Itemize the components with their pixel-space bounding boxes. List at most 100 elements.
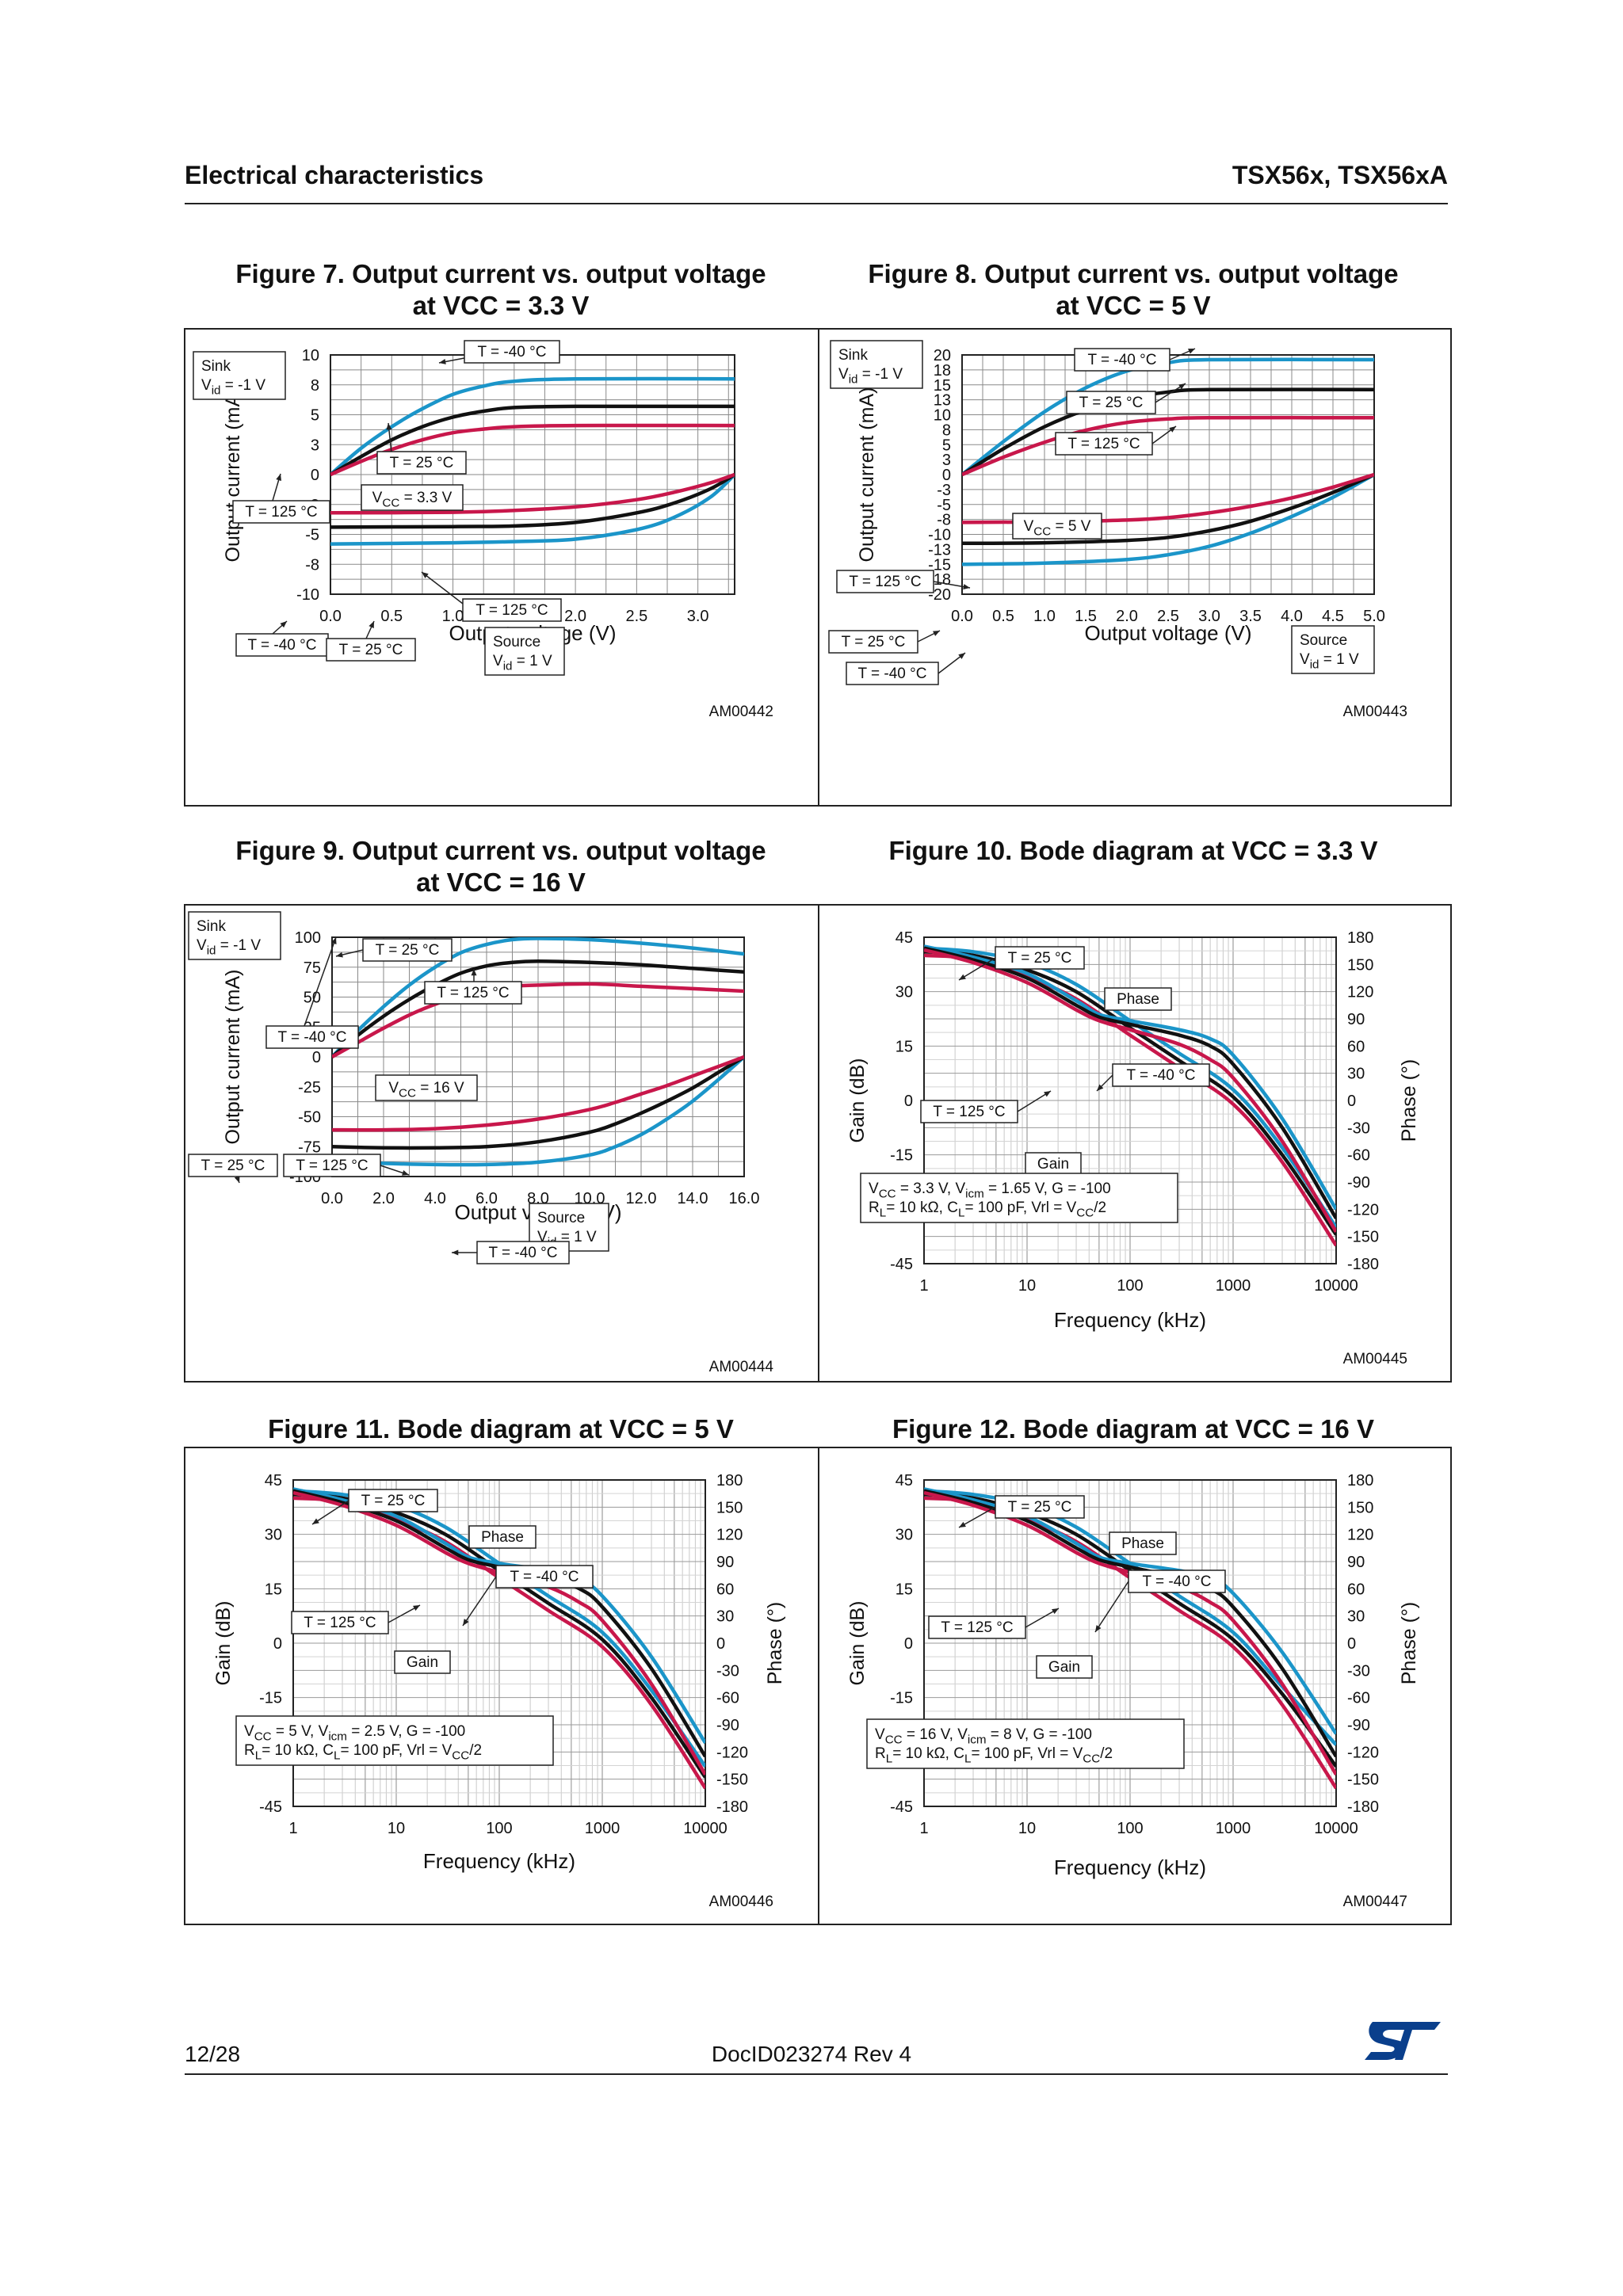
annotation-leader (304, 936, 337, 1027)
x-axis-label: Output voltage (V) (1085, 621, 1252, 645)
x-tick-label: 2.5 (625, 608, 647, 625)
figure-code: AM00444 (709, 1359, 774, 1375)
annotation-leader (311, 1500, 349, 1525)
annotation-box (1025, 1152, 1082, 1176)
y-tick-label: -5 (937, 497, 951, 514)
annotation-text: T = -40 °C (278, 1029, 347, 1046)
x-axis-label: Frequency (kHz) (423, 1849, 575, 1873)
annotation-text: VCC​ = 16 V, Vicm​ = 8 V, G = -100 (875, 1726, 1092, 1746)
y2-tick-label: -90 (1347, 1174, 1370, 1192)
x-tick-label: 1000 (1216, 1820, 1251, 1837)
y2-tick-label: -180 (716, 1798, 748, 1816)
annotation-text: T = -40 °C (510, 1569, 579, 1585)
y-tick-label: 8 (311, 377, 319, 395)
y-tick-label: 0 (904, 1635, 913, 1653)
x-tick-label: 1 (288, 1820, 297, 1837)
y-tick-label: -45 (890, 1798, 913, 1816)
y-tick-label: -10 (928, 527, 951, 544)
annotation: Phase (468, 1525, 537, 1549)
x-tick-label: 10 (1018, 1277, 1036, 1295)
arrowhead-icon (1095, 1625, 1102, 1632)
annotation-text: Sink (197, 918, 226, 935)
x-tick-label: 6.0 (475, 1190, 498, 1207)
chart-figure-11-svg: 1101001000100004530150-15-30-45180150120… (212, 1472, 786, 1910)
annotation-box (1055, 432, 1153, 456)
y-tick-label: 15 (934, 377, 951, 395)
annotation-box (476, 1241, 570, 1264)
annotation-box (283, 1154, 381, 1177)
annotation-box (1066, 391, 1156, 414)
chart-figure-12-svg: 1101001000100004530150-15-30-45180150120… (846, 1472, 1420, 1910)
y-tick-label: 100 (295, 929, 321, 947)
annotation: T = -40 °C (462, 1565, 594, 1627)
x-tick-label: 0.0 (319, 608, 342, 625)
annotation: T = -40 °C (438, 340, 560, 364)
annotation-box (468, 1525, 537, 1549)
annotation-text: Source (537, 1210, 585, 1226)
y-tick-label: 20 (934, 347, 951, 364)
x-tick-label: 100 (1117, 1277, 1143, 1295)
annotation-box (361, 484, 464, 511)
y2-axis-label: Phase (°) (1398, 1602, 1420, 1684)
figure-12-title-line1: Figure 12. Bode diagram at VCC = 16 V (892, 1414, 1374, 1444)
annotation-text: Sink (201, 358, 231, 375)
annotation-box (495, 1565, 594, 1589)
series-line-blue (332, 937, 744, 1058)
x-tick-label: 14.0 (678, 1190, 708, 1207)
x-tick-label: 0.5 (992, 608, 1014, 625)
figure-row-3-divider (818, 1447, 819, 1924)
y2-tick-label: 180 (716, 1472, 743, 1489)
annotation-text: T = -40 °C (1127, 1067, 1196, 1084)
arrowhead-icon (1188, 349, 1195, 354)
y-tick-label: 45 (896, 1472, 913, 1489)
st-logo-icon (1363, 2017, 1442, 2063)
figure-8-title: Figure 8. Output current vs. output volt… (824, 258, 1442, 322)
annotation-text: Vid​ = 1 V (1300, 651, 1359, 671)
annotation-text: VCC​ = 3.3 V (372, 490, 453, 509)
grid (330, 354, 735, 595)
x-tick-label: 2.0 (564, 608, 586, 625)
y2-tick-label: 0 (1347, 1635, 1356, 1653)
annotation-box (232, 500, 330, 524)
y2-tick-label: -150 (1347, 1772, 1379, 1789)
x-tick-label: 100 (486, 1820, 512, 1837)
arrowhead-icon (963, 584, 970, 590)
y-tick-label: -45 (259, 1798, 282, 1816)
figure-10-title-line1: Figure 10. Bode diagram at VCC = 3.3 V (888, 836, 1378, 865)
y-axis-label: Gain (dB) (212, 1601, 235, 1686)
y2-tick-label: -120 (1347, 1201, 1379, 1219)
annotation-text: T = 25 °C (842, 634, 906, 650)
x-tick-label: 10 (1018, 1820, 1036, 1837)
annotation-box (1128, 1569, 1226, 1593)
y-axis-label: Output current (mA) (222, 970, 244, 1145)
annotation: T = 25 °C (958, 946, 1085, 981)
y2-tick-label: -120 (1347, 1744, 1379, 1761)
annotation: T = -40 °C (265, 936, 359, 1049)
arrowhead-icon (330, 937, 337, 944)
annotation-box (188, 911, 281, 960)
y-tick-label: 15 (265, 1581, 282, 1598)
y-tick-label: 3 (942, 452, 951, 469)
y2-tick-label: 120 (1347, 1527, 1373, 1544)
annotation-text: T = 125 °C (941, 1619, 1013, 1636)
annotation-box (920, 1100, 1018, 1123)
annotation: T = 25 °C (376, 422, 467, 475)
annotation-box (830, 340, 923, 389)
figure-code: AM00443 (1343, 704, 1407, 720)
annotation: T = -40 °C (452, 1241, 570, 1264)
chart-figure-11: 1101001000100004530150-15-30-45180150120… (185, 1448, 818, 1920)
annotation: Gain (394, 1650, 451, 1674)
annotation: T = 25 °C (311, 1489, 438, 1525)
arrowhead-icon (312, 1518, 319, 1524)
x-tick-label: 10000 (683, 1820, 727, 1837)
annotation-text: T = 25 °C (1008, 950, 1072, 967)
annotation-box (348, 1489, 438, 1512)
series-line-black (332, 959, 744, 1058)
annotation: T = -40 °C (1074, 348, 1196, 372)
x-tick-label: 0.0 (321, 1190, 343, 1207)
figure-9-title-line1: Figure 9. Output current vs. output volt… (235, 836, 766, 865)
annotation-text: Source (493, 634, 540, 650)
y-axis-label: Gain (dB) (846, 1601, 869, 1686)
figure-row-1-divider (818, 328, 819, 805)
figure-7-title-line2: at VCC = 3.3 V (412, 291, 590, 320)
